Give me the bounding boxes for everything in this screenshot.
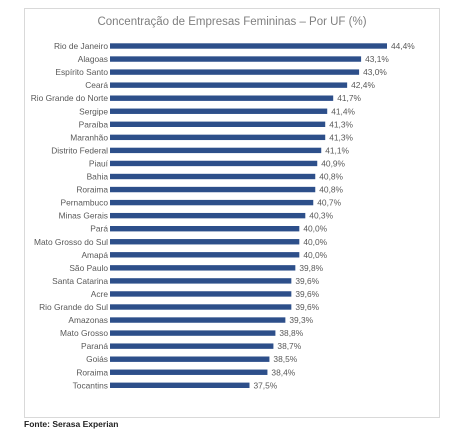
- value-label: 39,6%: [295, 302, 319, 312]
- value-label: 40,7%: [317, 198, 341, 208]
- value-label: 41,4%: [331, 106, 355, 116]
- bar: [110, 369, 268, 375]
- value-label: 40,0%: [303, 250, 327, 260]
- category-label: Santa Catarina: [52, 276, 108, 286]
- bar: [110, 291, 292, 297]
- bar: [110, 330, 276, 336]
- category-label: Maranhão: [70, 132, 108, 142]
- value-label: 43,1%: [365, 54, 389, 64]
- bar: [110, 108, 328, 114]
- category-label: Rio Grande do Norte: [31, 93, 109, 103]
- category-label: Mato Grosso do Sul: [34, 237, 108, 247]
- value-label: 40,0%: [303, 224, 327, 234]
- category-label: Espírito Santo: [55, 67, 108, 77]
- bar: [110, 95, 334, 101]
- bar: [110, 382, 250, 388]
- category-label: Rio de Janeiro: [54, 41, 108, 51]
- category-label: Amapá: [81, 250, 108, 260]
- value-label: 40,8%: [319, 172, 343, 182]
- value-label: 41,3%: [329, 119, 353, 129]
- bar: [110, 304, 292, 310]
- category-label: Ceará: [85, 80, 108, 90]
- bar: [110, 160, 318, 167]
- value-label: 39,6%: [295, 276, 319, 286]
- category-label: Pernambuco: [61, 198, 109, 208]
- value-label: 43,0%: [363, 67, 387, 77]
- bar: [110, 239, 300, 245]
- category-label: Bahia: [87, 172, 109, 182]
- bar: [110, 356, 270, 362]
- category-label: Rio Grande do Sul: [39, 302, 108, 312]
- source-note: Fonte: Serasa Experian: [24, 419, 119, 429]
- bar: [110, 278, 292, 284]
- bar: [110, 343, 274, 349]
- value-label: 40,0%: [303, 237, 327, 247]
- category-label: Alagoas: [78, 54, 108, 64]
- category-label: Tocantins: [73, 380, 108, 390]
- chart-title: Concentração de Empresas Femininas – Por…: [97, 16, 367, 28]
- value-label: 41,7%: [337, 93, 361, 103]
- bar: [110, 186, 316, 193]
- value-label: 39,6%: [295, 289, 319, 299]
- value-label: 42,4%: [351, 80, 375, 90]
- bar: [110, 121, 326, 127]
- value-label: 39,3%: [289, 315, 313, 325]
- category-label: Paraíba: [79, 119, 109, 129]
- bar: [110, 82, 348, 88]
- bar: [110, 199, 314, 206]
- value-label: 39,8%: [299, 263, 323, 273]
- category-label: Acre: [91, 289, 109, 299]
- category-label: Amazonas: [68, 315, 108, 325]
- category-label: Paraná: [81, 341, 108, 351]
- category-label: Roraima: [76, 185, 108, 195]
- value-label: 37,5%: [253, 380, 277, 390]
- category-label: Distrito Federal: [51, 145, 108, 155]
- bar: [110, 69, 360, 75]
- category-label: Roraima: [76, 367, 108, 377]
- category-label: Pará: [90, 224, 108, 234]
- value-label: 38,5%: [273, 354, 297, 364]
- category-label: Minas Gerais: [59, 211, 108, 221]
- bar: [110, 252, 300, 258]
- bar: [110, 212, 306, 219]
- value-label: 40,8%: [319, 185, 343, 195]
- value-label: 41,3%: [329, 132, 353, 142]
- bar: [110, 173, 316, 180]
- category-label: Sergipe: [79, 106, 108, 116]
- value-label: 38,7%: [277, 341, 301, 351]
- value-label: 40,9%: [321, 158, 345, 168]
- bar: [110, 56, 362, 62]
- value-label: 40,3%: [309, 211, 333, 221]
- value-label: 38,8%: [279, 328, 303, 338]
- category-label: Mato Grosso: [60, 328, 108, 338]
- bar: [110, 317, 286, 323]
- bar: [110, 265, 296, 271]
- category-label: Piauí: [89, 158, 109, 168]
- value-label: 41,1%: [325, 145, 349, 155]
- value-label: 38,4%: [271, 367, 295, 377]
- bar: [110, 134, 326, 141]
- bar: [110, 43, 387, 49]
- value-label: 44,4%: [391, 41, 415, 51]
- category-label: Goiás: [86, 354, 108, 364]
- category-label: São Paulo: [69, 263, 108, 273]
- bar: [110, 226, 300, 232]
- bar: [110, 147, 322, 154]
